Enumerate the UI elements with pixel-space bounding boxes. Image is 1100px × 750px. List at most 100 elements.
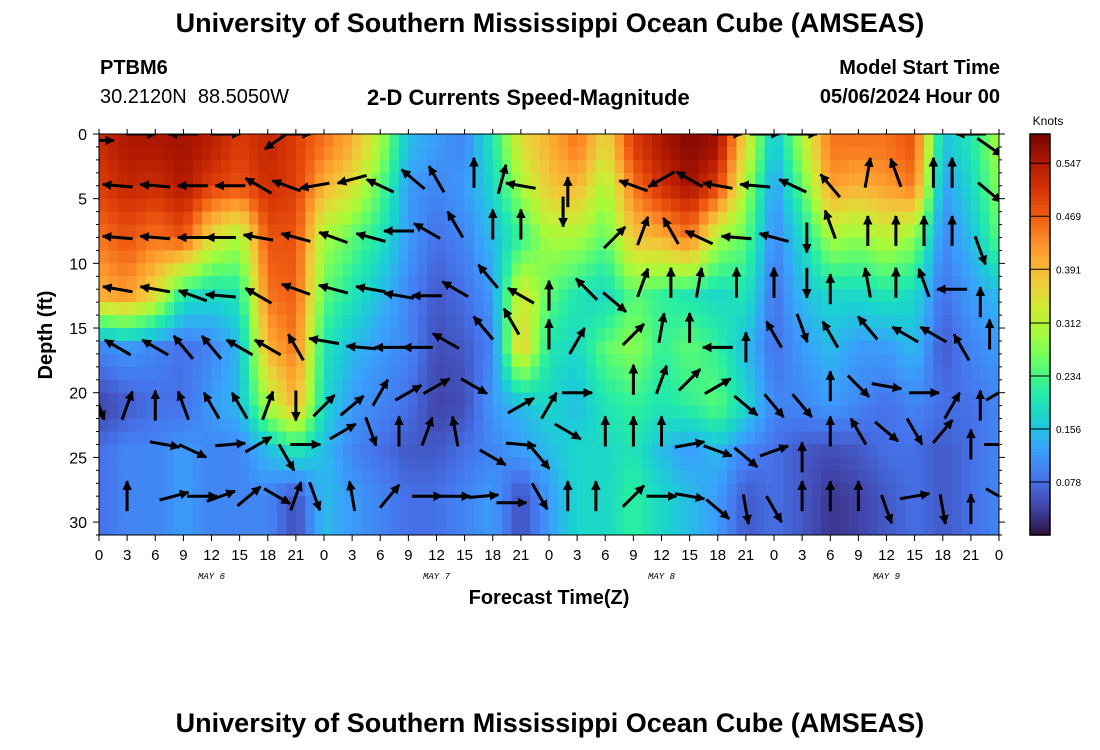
- heatmap-cell: [652, 457, 663, 471]
- heatmap-cell: [980, 379, 991, 394]
- heatmap-cell: [764, 405, 775, 420]
- heatmap-cell: [464, 340, 475, 355]
- current-arrow: [413, 222, 441, 240]
- heatmap-cell: [595, 431, 606, 446]
- heatmap-cell: [970, 211, 981, 226]
- heatmap-cell: [661, 289, 672, 303]
- heatmap-cell: [286, 146, 297, 161]
- heatmap-cell: [895, 340, 906, 355]
- heatmap-cell: [380, 315, 391, 329]
- heatmap-cell: [970, 276, 981, 290]
- heatmap-cell: [239, 224, 250, 239]
- colorbar-swatch: [1030, 401, 1050, 406]
- heatmap-cell: [567, 263, 578, 277]
- heatmap-cell: [352, 146, 363, 161]
- heatmap-cell: [699, 353, 709, 368]
- heatmap-cell: [905, 185, 916, 200]
- heatmap-cell: [736, 379, 747, 394]
- colorbar-swatch: [1030, 281, 1050, 285]
- heatmap-cell: [511, 457, 522, 471]
- heatmap-cell: [661, 224, 672, 239]
- heatmap-cell: [689, 276, 700, 290]
- heatmap-cell: [642, 302, 653, 316]
- heatmap-cell: [914, 250, 925, 264]
- heatmap-cell: [483, 276, 494, 290]
- colorbar-swatch: [1030, 271, 1050, 275]
- heatmap-cell: [164, 172, 175, 187]
- heatmap-cell: [277, 198, 288, 213]
- heatmap-cell: [445, 431, 456, 446]
- heatmap-cell: [455, 302, 466, 316]
- heatmap-cell: [305, 353, 316, 368]
- current-arrow: [505, 179, 536, 190]
- heatmap-cell: [886, 276, 897, 290]
- heatmap-cell: [661, 353, 672, 368]
- heatmap-cell: [567, 159, 578, 174]
- heatmap-cell: [230, 496, 241, 510]
- heatmap-cell: [689, 483, 700, 497]
- heatmap-cell: [127, 289, 138, 303]
- heatmap-cell: [727, 457, 738, 471]
- heatmap-cell: [155, 366, 166, 381]
- heatmap-cell: [624, 470, 634, 484]
- heatmap-cell: [249, 302, 259, 316]
- heatmap-cell: [736, 237, 747, 252]
- x-tick-label: 18: [259, 547, 276, 564]
- heatmap-cell: [258, 198, 269, 213]
- heatmap-cell: [511, 366, 522, 381]
- heatmap-cell: [886, 224, 897, 239]
- heatmap-cell: [539, 302, 550, 316]
- heatmap-cell: [811, 211, 822, 226]
- heatmap-cell: [99, 315, 109, 329]
- heatmap-cell: [192, 276, 203, 290]
- heatmap-cell: [914, 522, 925, 535]
- heatmap-cell: [145, 366, 156, 381]
- heatmap-cell: [717, 496, 728, 510]
- heatmap-cell: [399, 431, 409, 446]
- heatmap-cell: [970, 146, 981, 161]
- heatmap-cell: [436, 315, 447, 329]
- heatmap-cell: [961, 211, 972, 226]
- heatmap-cell: [764, 159, 775, 174]
- heatmap-cell: [455, 353, 466, 368]
- heatmap-cell: [474, 276, 484, 290]
- heatmap-cell: [858, 418, 869, 433]
- current-arrow: [657, 312, 668, 344]
- heatmap-cell: [642, 418, 653, 433]
- heatmap-cell: [624, 379, 634, 394]
- heatmap-cell: [455, 250, 466, 264]
- heatmap-cell: [755, 522, 766, 535]
- heatmap-cell: [820, 340, 831, 355]
- heatmap-cell: [952, 340, 963, 355]
- heatmap-cell: [314, 392, 325, 407]
- current-arrow: [733, 394, 759, 417]
- heatmap-cell: [333, 276, 344, 290]
- heatmap-cell: [699, 250, 709, 264]
- heatmap-cell: [389, 457, 400, 471]
- heatmap-cell: [558, 353, 569, 368]
- heatmap-cell: [127, 328, 138, 342]
- colorbar-swatch: [1030, 418, 1050, 422]
- heatmap-cell: [445, 289, 456, 303]
- heatmap-cell: [989, 172, 999, 187]
- heatmap-cell: [783, 366, 794, 381]
- heatmap-cell: [342, 134, 353, 148]
- heatmap-cell: [933, 509, 944, 523]
- heatmap-cell: [895, 185, 906, 200]
- heatmap-cell: [333, 353, 344, 368]
- heatmap-cell: [108, 172, 119, 187]
- heatmap-cell: [267, 198, 278, 213]
- heatmap-cell: [792, 483, 803, 497]
- heatmap-cell: [961, 250, 972, 264]
- current-arrow: [759, 444, 790, 458]
- heatmap-cell: [249, 444, 259, 458]
- heatmap-cell: [455, 211, 466, 226]
- heatmap-cell: [914, 457, 925, 471]
- heatmap-cell: [558, 315, 569, 329]
- heatmap-cell: [867, 276, 878, 290]
- heatmap-cell: [980, 134, 991, 148]
- heatmap-cell: [670, 237, 681, 252]
- heatmap-cell: [314, 328, 325, 342]
- heatmap-cell: [811, 185, 822, 200]
- heatmap-cell: [961, 379, 972, 394]
